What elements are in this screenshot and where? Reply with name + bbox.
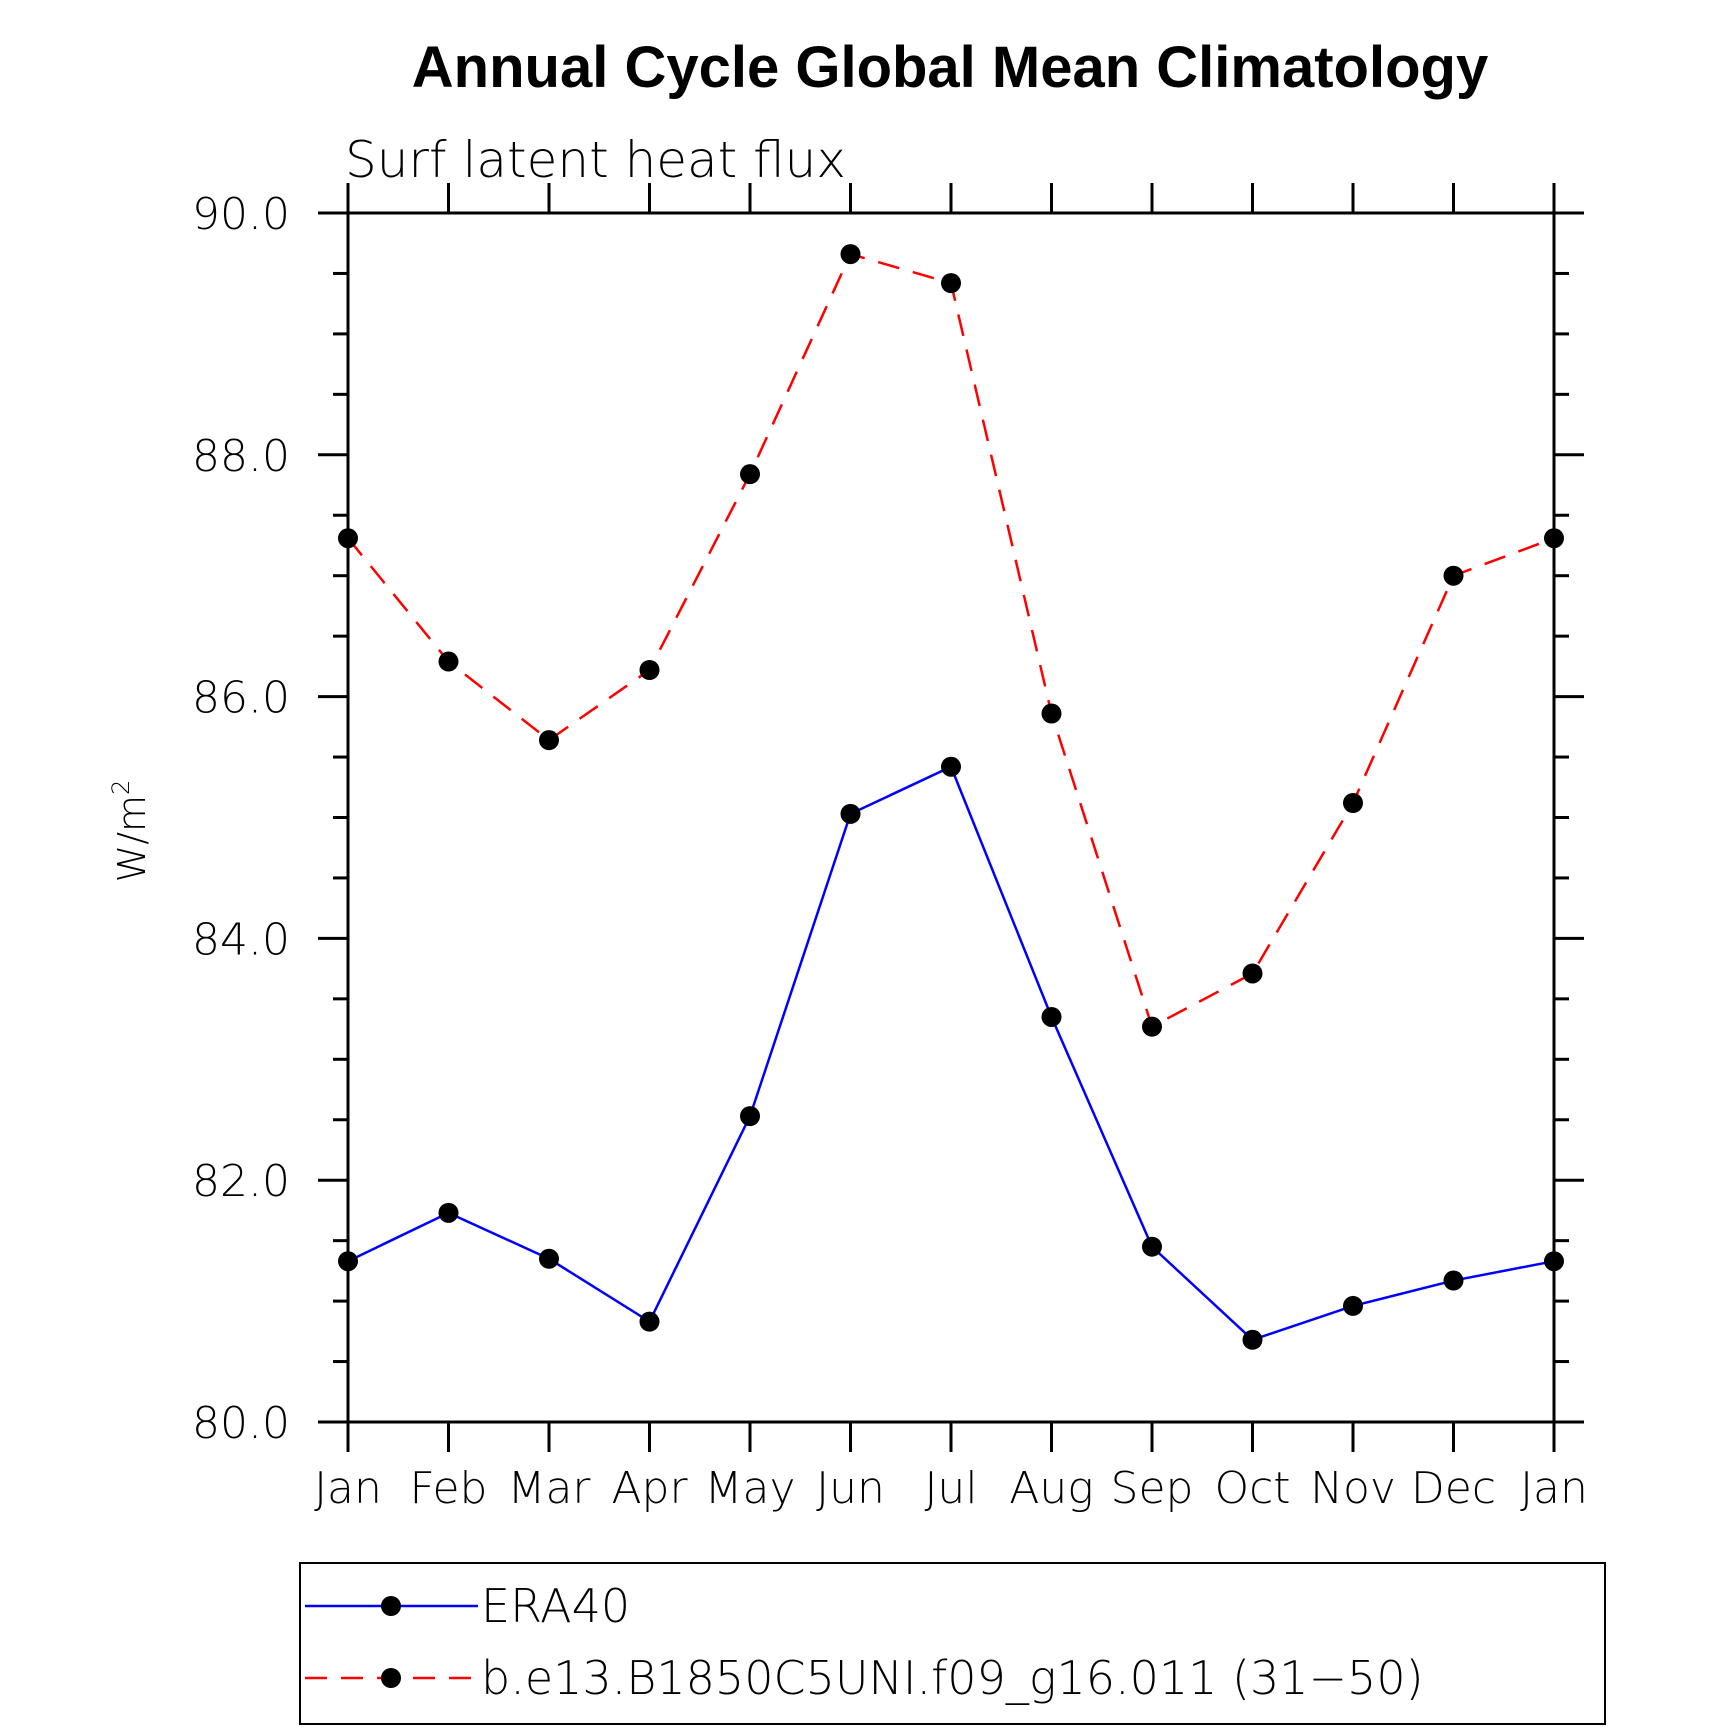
data-point-series-0 bbox=[1041, 1006, 1062, 1027]
y-tick-label: 84.0 bbox=[192, 914, 290, 965]
data-point-series-0 bbox=[1443, 1270, 1464, 1291]
data-point-series-1 bbox=[740, 464, 760, 485]
data-point-series-1 bbox=[1544, 528, 1564, 549]
x-tick-label: Jul bbox=[924, 1463, 977, 1514]
legend-marker-model bbox=[381, 1668, 401, 1688]
x-tick-label: May bbox=[705, 1463, 796, 1514]
series-line-0 bbox=[347, 765, 1555, 1342]
x-tick-label: Dec bbox=[1411, 1463, 1496, 1514]
data-point-series-1 bbox=[1443, 565, 1464, 586]
legend-marker-era40 bbox=[381, 1596, 401, 1616]
data-point-series-1 bbox=[539, 730, 559, 751]
data-point-series-0 bbox=[941, 756, 961, 777]
data-point-series-1 bbox=[840, 244, 861, 265]
x-tick-label: Apr bbox=[611, 1463, 688, 1514]
chart-title: Annual Cycle Global Mean Climatology bbox=[412, 35, 1488, 100]
data-point-series-0 bbox=[639, 1311, 660, 1332]
chart-subtitle: Surf latent heat flux bbox=[345, 131, 846, 189]
legend: ERA40 b.e13.B1850C5UNI.f09_g16.011 (31−5… bbox=[299, 1562, 1606, 1725]
y-axis-label-text: W/m bbox=[110, 795, 154, 882]
x-tick-label: Feb bbox=[410, 1463, 488, 1514]
y-tick-label: 86.0 bbox=[192, 673, 290, 724]
legend-label-era40: ERA40 bbox=[481, 1579, 630, 1633]
x-tick-label: Jan bbox=[314, 1463, 382, 1514]
series-line-1 bbox=[347, 252, 1555, 1029]
data-point-series-0 bbox=[1544, 1251, 1564, 1272]
data-point-series-0 bbox=[1142, 1236, 1162, 1257]
data-point-series-0 bbox=[1343, 1295, 1363, 1316]
y-tick-label: 88.0 bbox=[192, 431, 290, 482]
series-layer bbox=[338, 244, 1564, 1350]
x-tick-label: Jan bbox=[1520, 1463, 1588, 1514]
data-point-series-0 bbox=[840, 803, 861, 824]
data-point-series-1 bbox=[1142, 1016, 1162, 1037]
data-point-series-0 bbox=[740, 1106, 760, 1127]
x-tick-label: Mar bbox=[507, 1463, 591, 1514]
data-point-series-0 bbox=[338, 1251, 358, 1272]
data-point-series-0 bbox=[539, 1248, 559, 1269]
x-tick-label: Oct bbox=[1214, 1463, 1290, 1514]
y-ticks: 80.0 82.0 84.0 86.0 88.0 90.0 bbox=[192, 189, 1584, 1449]
data-point-series-1 bbox=[941, 273, 961, 294]
legend-box bbox=[299, 1562, 1606, 1725]
data-point-series-1 bbox=[1343, 792, 1363, 813]
data-point-series-0 bbox=[438, 1202, 459, 1223]
data-point-series-1 bbox=[1041, 703, 1062, 724]
y-tick-label: 82.0 bbox=[192, 1156, 290, 1207]
svg-text:W/m2: W/m2 bbox=[107, 780, 154, 883]
data-point-series-0 bbox=[1242, 1329, 1263, 1350]
x-tick-label: Sep bbox=[1111, 1463, 1194, 1514]
data-point-series-1 bbox=[338, 528, 358, 549]
x-tick-label: Nov bbox=[1310, 1463, 1396, 1514]
x-ticks: Jan Feb Mar Apr May Jun Jul Aug Sep Oct Nov Dec Jan bbox=[314, 183, 1588, 1514]
data-point-series-1 bbox=[1242, 963, 1263, 984]
y-axis-label: W/m2 bbox=[107, 780, 154, 883]
data-point-series-1 bbox=[639, 660, 660, 681]
data-point-series-1 bbox=[438, 651, 459, 672]
legend-label-model: b.e13.B1850C5UNI.f09_g16.011 (31−50) bbox=[481, 1651, 1424, 1705]
y-tick-label: 90.0 bbox=[192, 189, 290, 240]
x-tick-label: Aug bbox=[1009, 1463, 1093, 1514]
y-tick-label: 80.0 bbox=[192, 1398, 290, 1449]
y-axis-label-superscript: 2 bbox=[107, 780, 135, 795]
x-tick-label: Jun bbox=[816, 1463, 885, 1514]
plot-frame bbox=[346, 211, 1556, 1424]
